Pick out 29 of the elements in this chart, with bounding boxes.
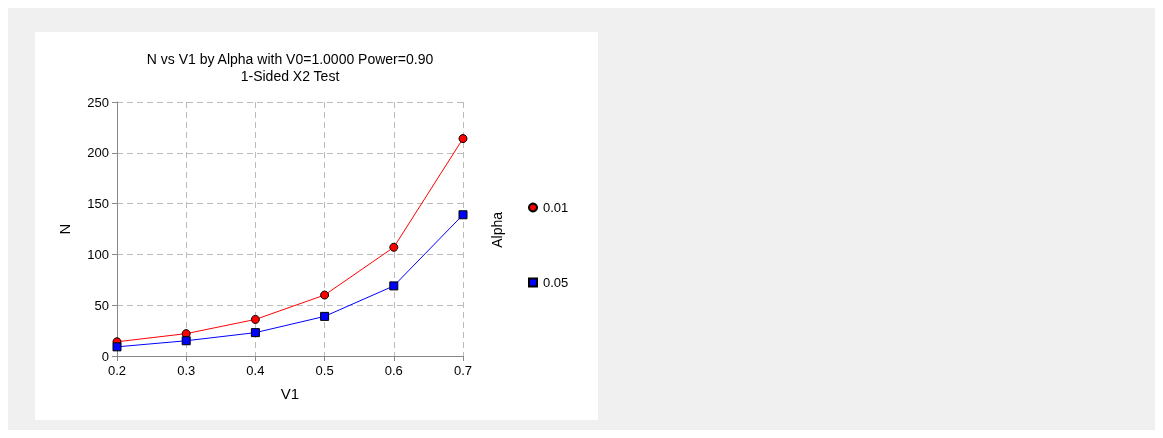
y-tick-label: 200 <box>87 145 109 161</box>
x-tick-label: 0.5 <box>315 363 334 378</box>
point <box>181 336 191 346</box>
point <box>389 242 399 252</box>
legend-title: Alpha <box>489 211 505 248</box>
point <box>458 210 468 220</box>
point <box>250 314 260 324</box>
point <box>112 342 122 352</box>
point <box>458 134 468 144</box>
y-tick-label: 150 <box>87 196 109 212</box>
y-tick-label: 100 <box>87 246 109 262</box>
point <box>320 290 330 300</box>
x-tick-label: 0.3 <box>177 363 196 378</box>
y-axis-title: N <box>56 223 73 235</box>
legend-label: 0.05 <box>543 275 569 290</box>
chart-title: N vs V1 by Alpha with V0=1.0000 Power=0.90 <box>146 51 434 67</box>
point <box>320 311 330 321</box>
x-axis-title: V1 <box>280 385 300 402</box>
x-tick-label: 0.4 <box>246 363 265 378</box>
y-tick-label: 50 <box>94 297 109 313</box>
point <box>250 328 260 338</box>
x-tick-label: 0.2 <box>107 363 127 378</box>
y-tick-label: 250 <box>87 94 109 110</box>
point <box>389 281 399 291</box>
x-tick-label: 0.7 <box>453 363 473 378</box>
legend-label: 0.01 <box>543 200 569 215</box>
y-tick-label: 0 <box>101 348 109 364</box>
chart-subtitle: 1-Sided X2 Test <box>240 68 340 84</box>
x-tick-label: 0.6 <box>384 363 403 378</box>
